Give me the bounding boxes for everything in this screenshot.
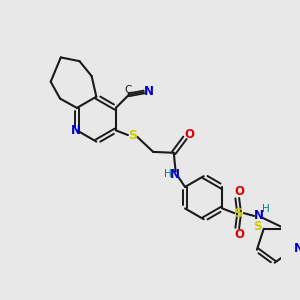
Text: O: O <box>234 228 244 241</box>
Text: N: N <box>170 168 180 181</box>
Text: N: N <box>143 85 154 98</box>
Text: N: N <box>254 209 264 222</box>
Text: N: N <box>71 124 81 137</box>
Text: O: O <box>184 128 195 141</box>
Text: S: S <box>234 207 244 220</box>
Text: H: H <box>164 169 172 179</box>
Text: S: S <box>253 220 261 233</box>
Text: N: N <box>294 242 300 255</box>
Text: O: O <box>234 185 244 198</box>
Text: C: C <box>124 85 132 95</box>
Text: S: S <box>128 128 137 142</box>
Text: H: H <box>262 204 270 214</box>
